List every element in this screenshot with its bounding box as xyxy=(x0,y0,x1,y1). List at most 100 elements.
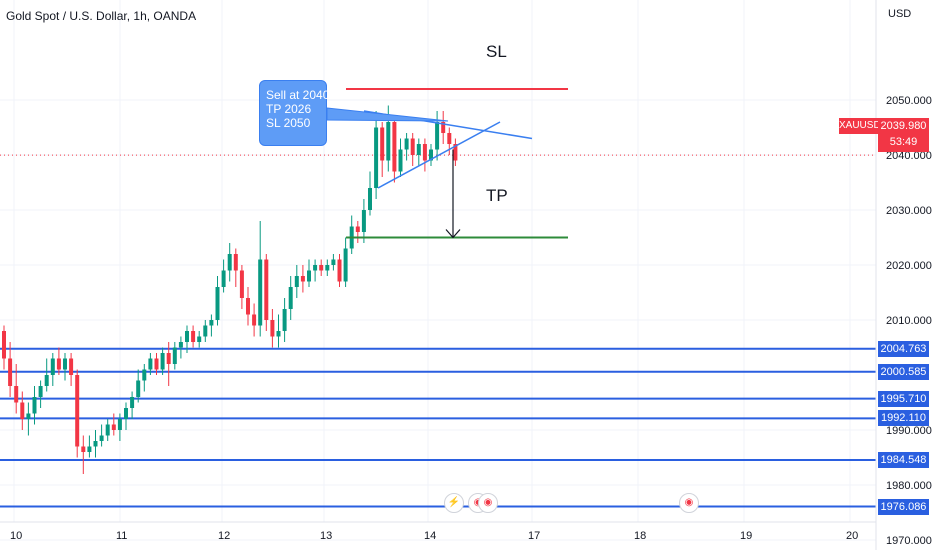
y-tick-label: 1990.000 xyxy=(886,425,932,437)
candle-body xyxy=(8,358,13,386)
candle-body xyxy=(258,259,263,326)
y-tick-label: 2040.000 xyxy=(886,150,932,162)
trade-callout[interactable]: Sell at 2040 TP 2026 SL 2050 xyxy=(259,80,330,146)
candle-body xyxy=(124,408,128,419)
callout-line-2: TP 2026 xyxy=(266,102,312,116)
candle-body xyxy=(154,358,159,370)
level-price-tag: 1976.086 xyxy=(878,498,929,515)
candle-body xyxy=(20,402,25,419)
lower-trendline xyxy=(377,121,501,189)
candlestick-series xyxy=(2,105,458,474)
drawings-layer xyxy=(326,88,568,239)
candle-body xyxy=(117,419,122,430)
x-tick-label: 20 xyxy=(846,530,858,542)
candle-body xyxy=(209,320,214,326)
candle-body xyxy=(447,133,452,144)
x-tick-label: 19 xyxy=(740,530,752,542)
candle-body xyxy=(300,276,305,282)
candle-body xyxy=(355,226,360,232)
candle-body xyxy=(2,331,6,359)
x-tick-label: 17 xyxy=(528,530,540,542)
candle-body xyxy=(410,138,415,155)
us-flag-event-icon[interactable]: ◉ xyxy=(478,493,498,513)
candle-body xyxy=(105,424,110,436)
candle-body xyxy=(227,254,232,271)
candle-body xyxy=(276,331,281,337)
candle-body xyxy=(142,369,147,381)
candle-body xyxy=(221,270,226,287)
y-tick-label: 1980.000 xyxy=(886,480,932,492)
candle-body xyxy=(252,314,257,326)
price-axis: 2050.000 2040.000 2030.000 2020.000 2010.000… xyxy=(875,0,932,550)
y-tick-label: 2010.000 xyxy=(886,315,932,327)
candle-body xyxy=(325,265,330,271)
candle-body xyxy=(441,122,446,133)
candle-body xyxy=(233,254,238,271)
candle-body xyxy=(99,435,104,441)
candle-body xyxy=(331,259,336,265)
candle-body xyxy=(361,210,366,232)
level-price-tag: 1995.710 xyxy=(878,390,929,407)
candle-body xyxy=(307,270,311,282)
symbol-tag: XAUUSD xyxy=(839,118,881,134)
candle-body xyxy=(368,188,372,210)
candle-body xyxy=(191,331,196,342)
candle-body xyxy=(294,276,299,287)
candle-body xyxy=(32,397,37,414)
candle-body xyxy=(75,375,80,447)
candle-body xyxy=(63,358,67,370)
candle-body xyxy=(380,127,385,161)
candle-body xyxy=(435,122,440,150)
candle-body xyxy=(178,342,183,348)
candle-body xyxy=(44,375,49,386)
candle-body xyxy=(166,353,171,364)
candle-body xyxy=(374,127,379,188)
y-tick-label: 1970.000 xyxy=(886,535,932,547)
candle-body xyxy=(429,149,433,161)
level-price-tag: 1984.548 xyxy=(878,451,929,468)
currency-label: USD xyxy=(888,8,912,20)
candle-body xyxy=(264,259,269,320)
candle-body xyxy=(404,138,409,150)
candle-body xyxy=(398,149,403,172)
callout-line-3: SL 2050 xyxy=(266,116,311,130)
level-price-tag: 2004.763 xyxy=(878,340,929,357)
candle-body xyxy=(56,358,61,370)
candle-body xyxy=(111,424,116,430)
sl-label: SL xyxy=(486,42,507,61)
candle-body xyxy=(93,441,98,447)
us-flag-event-icon[interactable]: ◉ xyxy=(679,493,699,513)
candle-body xyxy=(288,287,293,309)
candle-body xyxy=(392,122,397,172)
candle-body xyxy=(14,386,19,403)
candle-body xyxy=(26,413,31,419)
candle-body xyxy=(337,259,342,282)
candle-body xyxy=(197,336,202,342)
candle-body xyxy=(422,144,427,161)
x-tick-label: 13 xyxy=(320,530,332,542)
candle-body xyxy=(343,248,348,282)
x-tick-label: 18 xyxy=(634,530,646,542)
callout-pointer xyxy=(326,107,449,122)
candle-body xyxy=(239,270,244,298)
candle-body xyxy=(246,298,250,315)
x-tick-label: 10 xyxy=(10,530,22,542)
target-arrow-head xyxy=(445,229,461,239)
lightning-event-icon[interactable]: ⚡ xyxy=(444,493,464,513)
candle-body xyxy=(270,320,275,337)
candle-body xyxy=(313,265,318,271)
candle-body xyxy=(282,309,287,331)
horizontal-levels xyxy=(0,154,876,508)
countdown-value: 53:49 xyxy=(889,136,918,148)
candle-body xyxy=(386,122,391,161)
candle-body xyxy=(38,386,43,397)
level-price-tag: 2000.585 xyxy=(878,363,929,380)
candle-body xyxy=(148,358,153,370)
y-tick-label: 2030.000 xyxy=(886,205,932,217)
time-axis: 10 11 12 13 14 17 18 19 20 xyxy=(0,521,876,542)
candle-body xyxy=(87,446,92,452)
candle-body xyxy=(160,353,165,370)
y-tick-label: 2020.000 xyxy=(886,260,932,272)
callout-line-1: Sell at 2040 xyxy=(266,88,330,102)
